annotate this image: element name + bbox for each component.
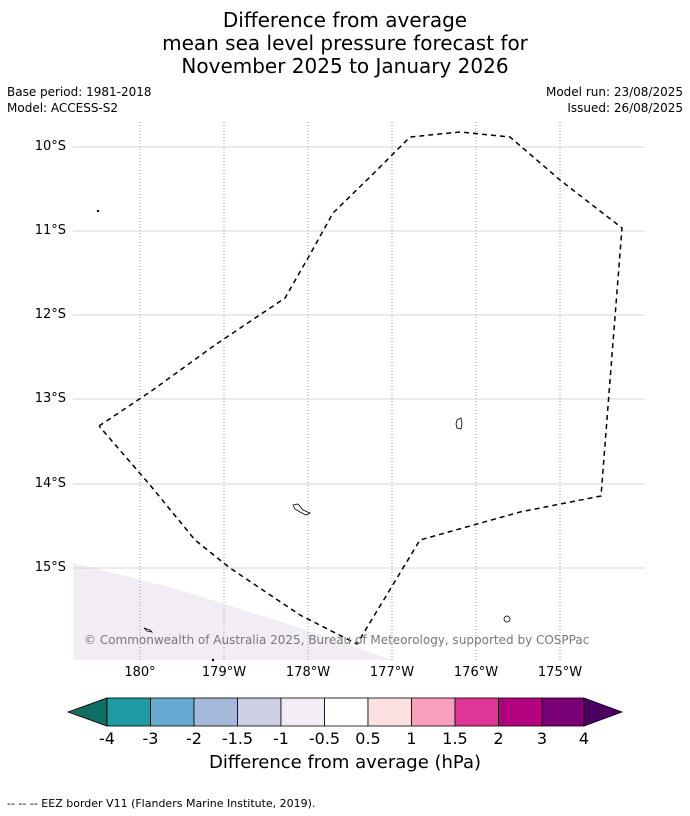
colorbar-segment-5: [280, 697, 325, 727]
lon-label-178w: 178°W: [285, 665, 331, 680]
colorbar-segment-11: [541, 697, 585, 727]
lat-label-11s: 11°S: [34, 223, 66, 238]
title-line-3: November 2025 to January 2026: [181, 54, 509, 78]
colorbar-segment-3: [193, 697, 238, 727]
map-canvas: [73, 122, 645, 662]
colorbar-segment-1: [106, 697, 151, 727]
anomaly-shading: [73, 563, 392, 660]
base-period-text: Base period: 1981-2018: [7, 85, 152, 99]
colorbar-label-6: -0.5: [308, 729, 341, 748]
colorbar-label-10: 2: [493, 729, 504, 748]
colorbar: [66, 697, 624, 727]
colorbar-segment-7: [367, 697, 412, 727]
lat-label-13s: 13°S: [34, 391, 66, 406]
eez-border: [98, 131, 623, 645]
colorbar-label-12: 4: [578, 729, 590, 748]
colorbar-segment-4: [237, 697, 282, 727]
colorbar-segment-high-extend: [583, 697, 624, 727]
lat-gridlines: [73, 146, 645, 569]
colorbar-segment-2: [150, 697, 195, 727]
lon-label-179w: 179°W: [201, 665, 247, 680]
lat-label-10s: 10°S: [34, 139, 66, 154]
colorbar-label-5: -1: [273, 729, 289, 748]
title-line-1: Difference from average: [222, 8, 468, 32]
lat-label-12s: 12°S: [34, 307, 66, 322]
islands: [96, 209, 511, 662]
colorbar-label-7: 0.5: [355, 729, 381, 748]
colorbar-segment-low-extend: [66, 697, 108, 727]
colorbar-label-2: -3: [142, 729, 159, 748]
lon-label-175w: 175°W: [537, 665, 583, 680]
lat-label-14s: 14°S: [34, 476, 66, 491]
colorbar-label-4: -1.5: [221, 729, 254, 748]
model-run-text: Model run: 23/08/2025: [545, 85, 683, 99]
colorbar-label-1: -4: [99, 729, 115, 748]
lon-label-176w: 176°W: [453, 665, 499, 680]
colorbar-label-8: 1: [406, 729, 417, 748]
issued-text: Issued: 26/08/2025: [567, 101, 683, 115]
colorbar-title: Difference from average (hPa): [208, 752, 482, 773]
island-southwest: [143, 627, 154, 633]
colorbar-segment-6: [324, 697, 369, 727]
copyright-text: © Commonwealth of Australia 2025, Bureau…: [84, 633, 590, 647]
lon-label-177w: 177°W: [369, 665, 415, 680]
colorbar-segment-9: [454, 697, 499, 727]
colorbar-label-9: 1.5: [442, 729, 468, 748]
colorbar-label-3: -2: [186, 729, 202, 748]
colorbar-segment-10: [498, 697, 543, 727]
island-northwest: [96, 209, 100, 213]
title-line-2: mean sea level pressure forecast for: [162, 31, 528, 55]
eez-legend: -- -- -- EEZ border V11 (Flanders Marine…: [7, 797, 316, 810]
island-east: [455, 417, 463, 430]
island-south: [211, 658, 215, 662]
lon-label-180: 180°: [124, 665, 156, 680]
island-southeast: [503, 615, 511, 623]
lat-label-15s: 15°S: [34, 560, 66, 575]
colorbar-segment-8: [411, 697, 456, 727]
model-text: Model: ACCESS-S2: [7, 101, 119, 115]
island-central: [292, 503, 311, 516]
colorbar-label-11: 3: [536, 729, 548, 748]
